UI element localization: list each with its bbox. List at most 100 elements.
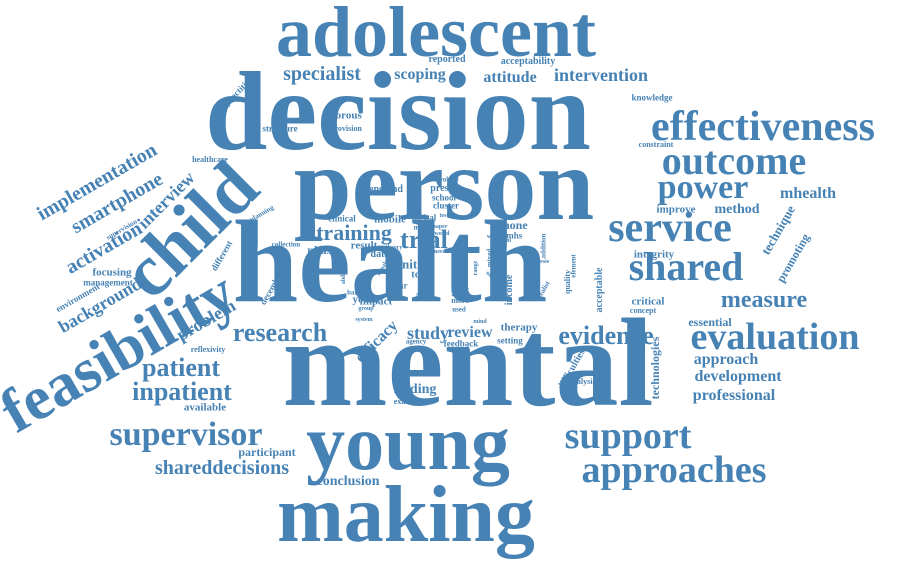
word-knowledge: knowledge: [631, 92, 673, 103]
word-approach: approach: [693, 351, 759, 368]
word-group: group: [358, 306, 374, 312]
word-data: data: [370, 249, 390, 260]
word-youth: youth: [352, 293, 380, 306]
word-ability: ability: [341, 267, 347, 285]
word-decision: decision: [205, 50, 591, 174]
word-theory: theory: [385, 245, 403, 251]
word-need: need: [434, 249, 446, 255]
word-shared: shared: [628, 244, 744, 289]
word-way: way: [486, 234, 498, 240]
word-available: available: [183, 401, 227, 414]
word-testing: testing: [439, 213, 457, 219]
word-result: result: [350, 239, 378, 252]
word-setting: setting: [497, 335, 523, 346]
word-camhs: camhs: [497, 230, 523, 241]
word-thesis: thesis: [534, 259, 550, 265]
word-intervention: intervention: [554, 65, 648, 85]
word-unit: unit: [394, 256, 418, 272]
word-present: present: [430, 183, 462, 194]
word-patient: patient: [142, 353, 220, 382]
word-acceptability: acceptability: [500, 56, 556, 67]
word-integrity: integrity: [633, 248, 675, 261]
word-feedback: feedback: [443, 338, 479, 349]
word-element: element: [569, 254, 578, 278]
word-shareddecisions: shareddecisions: [154, 457, 290, 479]
word-factor: factor: [496, 253, 509, 283]
word-review: review: [447, 324, 493, 341]
word-examine: examine: [393, 397, 423, 406]
word-evaluation: evaluation: [690, 316, 860, 358]
word-professional: professional: [692, 387, 776, 404]
word-paper: paper: [432, 224, 448, 230]
word-year: year: [390, 280, 408, 291]
word-self: self: [451, 285, 469, 299]
word-training: training: [316, 220, 392, 245]
word-technologies: technologies: [648, 336, 662, 400]
word-outcome: outcome: [661, 138, 807, 183]
word-system: system: [355, 317, 373, 323]
word-critical: critical: [631, 295, 665, 308]
word-supervisor: supervisor: [109, 416, 263, 453]
word-participant: participant: [238, 445, 296, 459]
word-healthcare: healthcare: [192, 155, 228, 164]
word-improve: improve: [656, 203, 696, 216]
word-school: school: [431, 192, 457, 203]
word-analysis: analysis: [568, 377, 596, 386]
word-person: person: [293, 127, 595, 242]
word-trial: trial: [400, 225, 448, 254]
word-evidence: evidence: [558, 321, 654, 350]
word-management: management: [83, 277, 133, 288]
word-collection: collection: [271, 240, 301, 249]
word-essential: essential: [688, 315, 732, 329]
word-support: support: [564, 415, 692, 457]
word-attitude: attitude: [483, 69, 537, 86]
word-digital: digital: [411, 212, 437, 223]
word-many: many: [413, 223, 431, 232]
word-study: study: [406, 323, 450, 343]
word-impact: impact: [359, 295, 393, 308]
word-measure: measure: [720, 287, 808, 313]
word-barrier: barrier: [347, 288, 369, 297]
word-research: research: [232, 318, 328, 347]
word-mind: mind: [473, 319, 487, 325]
word-mobile: mobile: [374, 213, 406, 226]
word-rigorous: rigorous: [322, 109, 362, 122]
word-used: used: [452, 305, 466, 314]
word-inpatient: inpatient: [132, 377, 232, 406]
word-structure: structure: [262, 123, 298, 134]
word-phone: phone: [496, 218, 528, 232]
word-specialist: specialist: [283, 63, 361, 85]
word-therapy: therapy: [500, 321, 538, 334]
word-range: range: [473, 260, 479, 276]
word-method: method: [714, 202, 760, 217]
word-tool: tool: [411, 268, 429, 281]
word-mental: mental: [282, 294, 654, 433]
word-prom: prom: [449, 247, 464, 281]
word-development: development: [694, 368, 782, 385]
word-service: service: [608, 205, 732, 251]
word-staff: staff: [468, 247, 480, 253]
word-conclusion: conclusion: [316, 474, 380, 489]
word-approaches: approaches: [581, 449, 767, 491]
word-england: england: [369, 184, 403, 195]
word-world: world: [434, 231, 450, 237]
word-health: health: [232, 196, 548, 327]
word-clinical: clinical: [328, 213, 356, 224]
word-young: young: [306, 399, 510, 486]
word-reported: reported: [428, 54, 466, 65]
word-scoping: scoping: [394, 66, 446, 83]
word-cluster: cluster: [433, 200, 459, 211]
word-acceptable: acceptable: [594, 267, 605, 313]
word-provision: provision: [330, 124, 362, 133]
word-making: making: [277, 471, 535, 559]
word-mixed: mixed: [485, 248, 494, 268]
word-agency: agency: [405, 337, 427, 346]
word-effectiveness: effectiveness: [651, 104, 875, 150]
word-control: control: [492, 238, 512, 244]
word-concept: concept: [629, 306, 657, 315]
word-power: power: [657, 169, 749, 206]
word-countrie: countrie: [309, 256, 322, 296]
word-focusing: focusing: [92, 266, 132, 279]
word-constraint: constraint: [638, 140, 674, 149]
